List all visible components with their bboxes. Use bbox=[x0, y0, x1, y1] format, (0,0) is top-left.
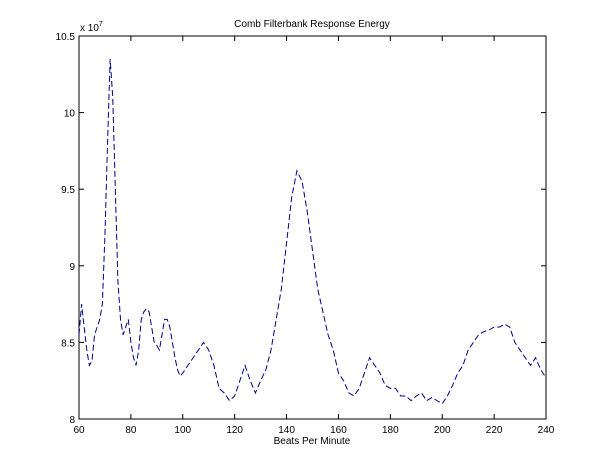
y-multiplier-base: x 10 bbox=[80, 23, 99, 34]
x-tick-label: 220 bbox=[486, 425, 503, 436]
y-tick-label: 8.5 bbox=[61, 338, 75, 349]
x-tick-label: 60 bbox=[73, 425, 85, 436]
chart-title: Comb Filterbank Response Energy bbox=[234, 19, 390, 30]
x-tick-label: 240 bbox=[538, 425, 555, 436]
x-tick-label: 100 bbox=[174, 425, 191, 436]
x-tick-label: 140 bbox=[278, 425, 295, 436]
y-tick-label: 10.5 bbox=[56, 32, 76, 43]
x-axis-label: Beats Per Minute bbox=[274, 436, 351, 447]
data-line bbox=[78, 58, 547, 405]
axes-box bbox=[78, 35, 547, 420]
x-tick-label: 80 bbox=[125, 425, 137, 436]
y-tick-label: 10 bbox=[64, 109, 76, 120]
x-tick-label: 200 bbox=[434, 425, 451, 436]
y-tick-label: 9 bbox=[69, 262, 75, 273]
x-tick-label: 180 bbox=[382, 425, 399, 436]
y-multiplier-exponent: 7 bbox=[99, 21, 103, 28]
y-multiplier: x 107 bbox=[80, 21, 103, 34]
y-tick-label: 9.5 bbox=[61, 185, 75, 196]
x-tick-label: 160 bbox=[330, 425, 347, 436]
x-tick-label: 120 bbox=[226, 425, 243, 436]
y-tick-label: 8 bbox=[69, 415, 75, 426]
